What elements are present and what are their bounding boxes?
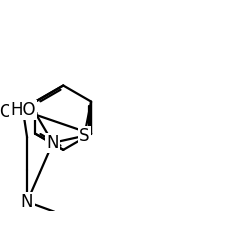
Text: O: O xyxy=(0,103,13,121)
Text: HO: HO xyxy=(10,101,36,119)
Text: N: N xyxy=(46,134,59,152)
Text: S: S xyxy=(79,127,90,145)
Text: N: N xyxy=(21,193,33,211)
